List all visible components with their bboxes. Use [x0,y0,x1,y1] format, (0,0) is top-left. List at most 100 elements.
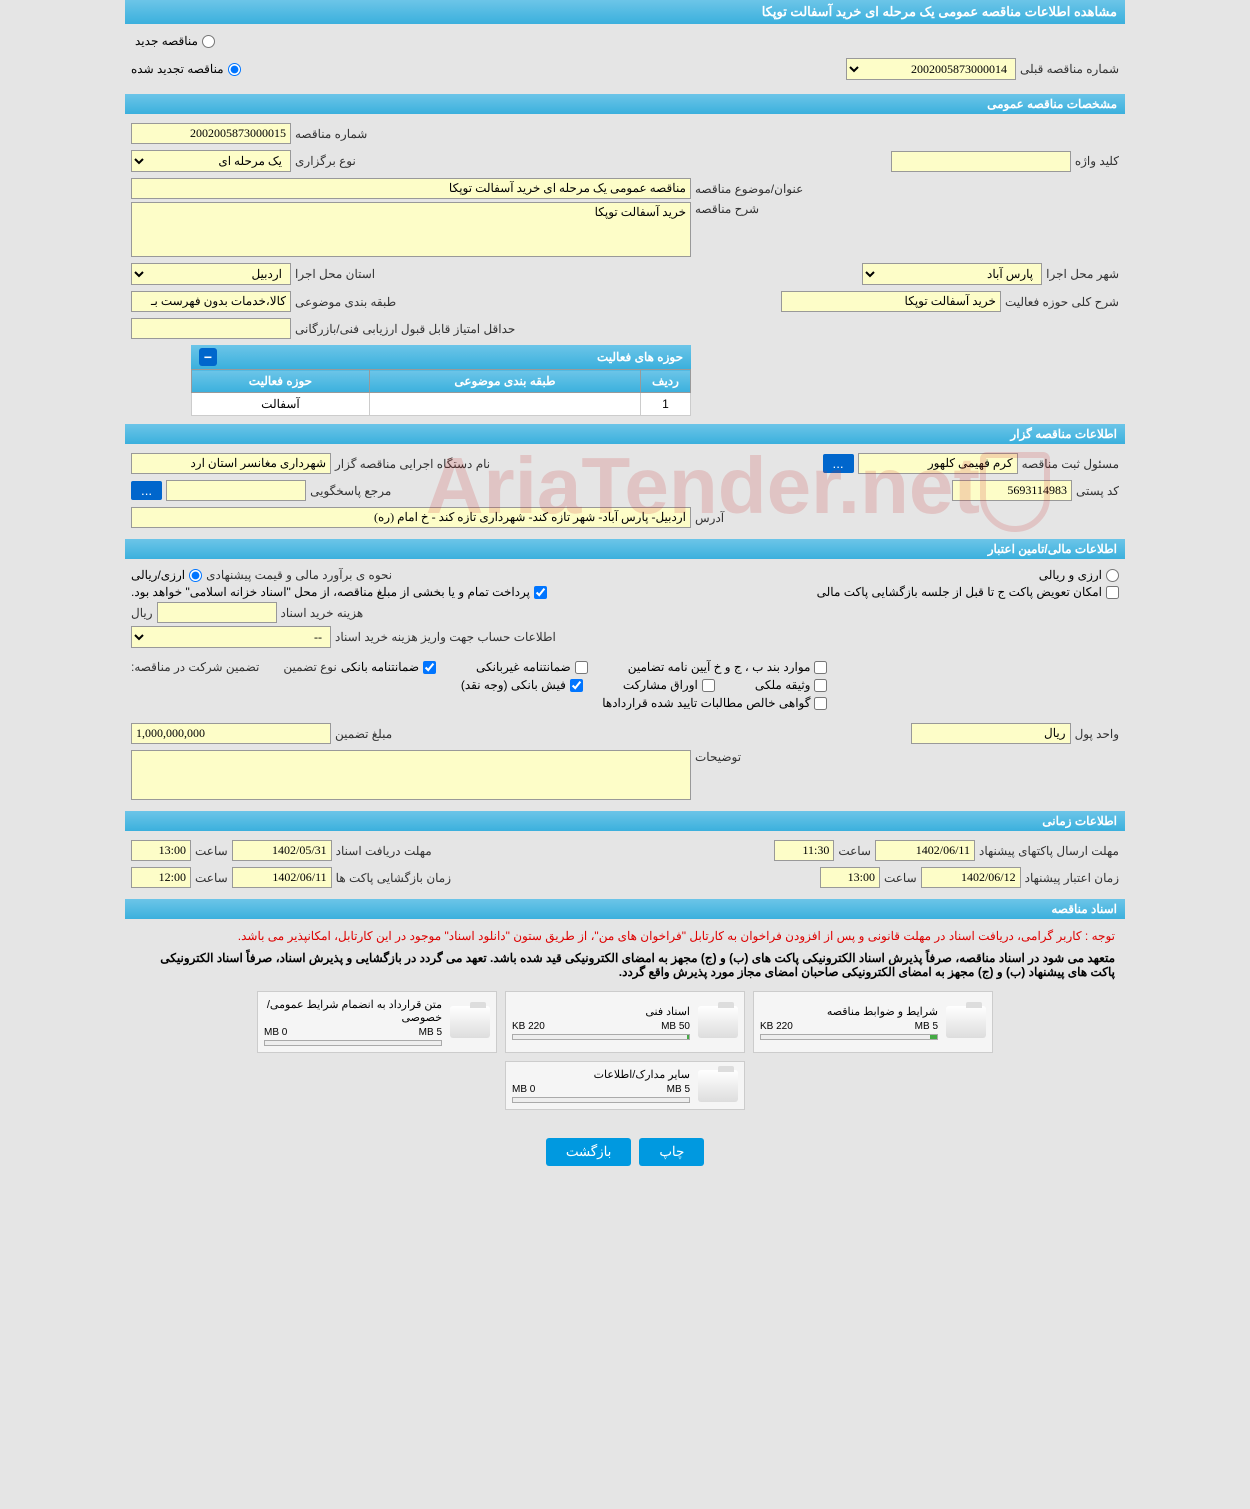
section-general: مشخصات مناقصه عمومی [125,94,1125,114]
g-partnership[interactable]: اوراق مشارکت [623,678,715,692]
treasury-note[interactable]: پرداخت تمام و یا بخشی از مبلغ مناقصه، از… [131,585,547,599]
section-documents: اسناد مناقصه [125,899,1125,919]
min-score-label: حداقل امتیاز قابل قبول ارزیابی فنی/بازرگ… [295,322,515,336]
city-select[interactable]: پارس آباد [862,263,1042,285]
folder-icon [946,1006,986,1038]
col-cat: طبقه بندی موضوعی [369,370,640,393]
doc-note-black: متعهد می شود در اسناد مناقصه، صرفاً پذیر… [131,947,1119,983]
postal-input[interactable] [952,480,1072,501]
g-bylaws[interactable]: موارد بند ب ، ج و خ آیین نامه تضامین [628,660,828,674]
folder-icon [698,1006,738,1038]
postal-label: کد پستی [1076,484,1119,498]
category-label: طبقه بندی موضوعی [295,295,396,309]
radio-renewed-label: مناقصه تجدید شده [131,62,224,76]
address-input[interactable] [131,507,691,528]
registrar-input[interactable] [858,453,1018,474]
back-button[interactable]: بازگشت [546,1138,632,1166]
print-button[interactable]: چاپ [639,1138,704,1166]
g-property[interactable]: وثیقه ملکی [755,678,828,692]
folder-icon [450,1006,490,1038]
doc-cost-input[interactable] [157,602,277,623]
radio-new[interactable]: مناقصه جدید [135,34,215,48]
send-time[interactable] [774,840,834,861]
response-more-button[interactable]: ... [131,481,162,500]
g-bank[interactable]: ضمانتنامه بانکی [341,660,436,674]
type-label: نوع برگزاری [295,154,356,168]
swap-option[interactable]: امکان تعویض پاکت ج تا قبل از جلسه بازگشا… [817,585,1119,599]
file-info: متن قرارداد به انضمام شرایط عمومی/خصوصی … [264,998,442,1046]
radio-renewed[interactable]: مناقصه تجدید شده [131,62,241,76]
notes-label: توضیحات [695,750,741,764]
desc-textarea[interactable]: خرید آسفالت توپکا [131,202,691,257]
g-nonbank[interactable]: ضمانتنامه غیربانکی [476,660,588,674]
registrar-label: مسئول ثبت مناقصه [1022,457,1119,471]
file-box[interactable]: شرایط و ضوابط مناقصه 5 MB220 KB [753,991,993,1053]
estimate-label: نحوه ی برآورد مالی و قیمت پیشنهادی [206,568,392,582]
radio-new-label: مناقصه جدید [135,34,198,48]
open-label: زمان بازگشایی پاکت ها [336,871,451,885]
doc-cost-label: هزینه خرید اسناد [281,606,364,620]
col-idx: ردیف [641,370,691,393]
collapse-icon[interactable]: − [199,348,217,366]
section-financial: اطلاعات مالی/تامین اعتبار [125,539,1125,559]
receive-label: مهلت دریافت اسناد [336,844,432,858]
file-box[interactable]: اسناد فنی 50 MB220 KB [505,991,745,1053]
province-select[interactable]: اردبیل [131,263,291,285]
doc-note-red: توجه : کاربر گرامی، دریافت اسناد در مهلت… [131,925,1119,947]
guarantee-type-label: نوع تضمین [283,660,336,674]
executor-label: نام دستگاه اجرایی مناقصه گزار [335,457,490,471]
col-act: حوزه فعالیت [192,370,370,393]
type-select[interactable]: یک مرحله ای [131,150,291,172]
file-info: اسناد فنی 50 MB220 KB [512,1005,690,1040]
file-box[interactable]: متن قرارداد به انضمام شرایط عمومی/خصوصی … [257,991,497,1053]
activity-desc-label: شرح کلی حوزه فعالیت [1005,295,1119,309]
activities-header: حوزه های فعالیت − [191,345,691,369]
validity-label: زمان اعتبار پیشنهاد [1025,871,1119,885]
amount-input[interactable] [131,723,331,744]
table-row: 1 آسفالت [192,393,691,416]
validity-date[interactable] [921,867,1021,888]
open-time[interactable] [131,867,191,888]
province-label: استان محل اجرا [295,267,375,281]
keyword-label: کلید واژه [1075,154,1119,168]
response-label: مرجع پاسخگویی [310,484,391,498]
city-label: شهر محل اجرا [1046,267,1119,281]
account-select[interactable]: -- [131,626,331,648]
send-date[interactable] [875,840,975,861]
subject-label: عنوان/موضوع مناقصه [695,182,803,196]
amount-label: مبلغ تضمین [335,727,392,741]
g-cert[interactable]: گواهی خالص مطالبات تایید شده قراردادها [602,696,827,710]
category-input[interactable] [131,291,291,312]
section-organizer: اطلاعات مناقصه گزار [125,424,1125,444]
radio-renewed-input[interactable] [228,63,241,76]
guarantee-label: تضمین شرکت در مناقصه: [131,660,259,674]
rial-option[interactable]: ارزی/ریالی [131,568,202,582]
g-cash[interactable]: فیش بانکی (وجه نقد) [461,678,583,692]
page-title: مشاهده اطلاعات مناقصه عمومی یک مرحله ای … [125,0,1125,24]
receive-date[interactable] [232,840,332,861]
prev-number-select[interactable]: 2002005873000014 [846,58,1016,80]
response-input[interactable] [166,480,306,501]
file-info: شرایط و ضوابط مناقصه 5 MB220 KB [760,1005,938,1040]
subject-input[interactable] [131,178,691,199]
unit-input[interactable] [911,723,1071,744]
prev-number-label: شماره مناقصه قبلی [1020,62,1119,76]
validity-time[interactable] [820,867,880,888]
account-label: اطلاعات حساب جهت واریز هزینه خرید اسناد [335,630,556,644]
activity-desc-input[interactable] [781,291,1001,312]
notes-textarea[interactable] [131,750,691,800]
currency-suffix: ریال [131,606,153,620]
executor-input[interactable] [131,453,331,474]
number-label: شماره مناقصه [295,127,367,141]
receive-time[interactable] [131,840,191,861]
open-date[interactable] [232,867,332,888]
currency-option[interactable]: ارزی و ریالی [1039,568,1119,582]
number-input[interactable] [131,123,291,144]
file-box[interactable]: سایر مدارک/اطلاعات 5 MB0 MB [505,1061,745,1110]
registrar-more-button[interactable]: ... [823,454,854,473]
min-score-input[interactable] [131,318,291,339]
folder-icon [698,1070,738,1102]
keyword-input[interactable] [891,151,1071,172]
activities-table: ردیف طبقه بندی موضوعی حوزه فعالیت 1 آسفا… [191,369,691,416]
radio-new-input[interactable] [202,35,215,48]
